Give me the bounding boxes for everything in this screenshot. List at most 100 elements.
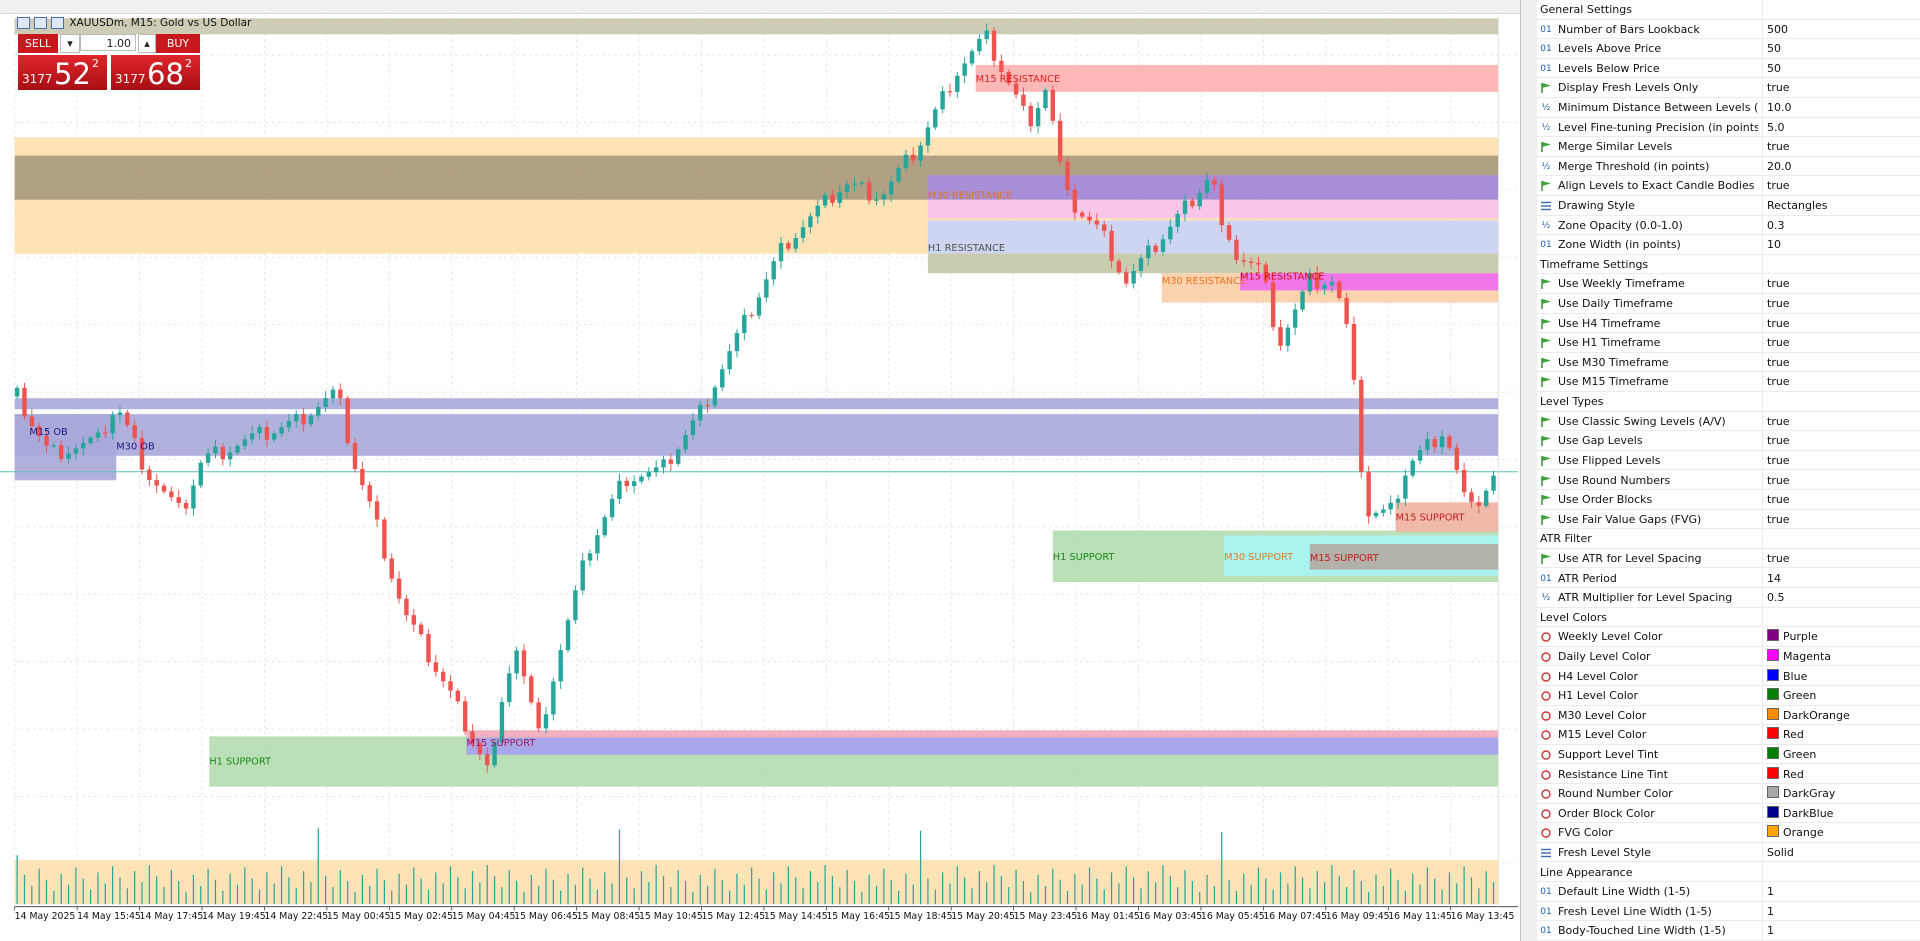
buy-button[interactable]: BUY	[156, 34, 200, 53]
candle-body	[1373, 512, 1379, 517]
candle-body	[866, 182, 872, 201]
candle-body	[1425, 439, 1430, 450]
candle-body	[183, 502, 189, 509]
setting-row[interactable]: Use Daily Timeframe true	[1537, 294, 1920, 314]
setting-name: Use Daily Timeframe	[1558, 297, 1673, 311]
setting-value: 5.0	[1762, 117, 1785, 138]
candle-body	[1153, 245, 1158, 252]
settings-panel: General Settings 01 Number of Bars Lookbac…	[1520, 0, 1920, 941]
setting-name: Use ATR for Level Spacing	[1558, 551, 1702, 565]
value-text: true	[1767, 81, 1790, 95]
setting-row[interactable]: Use Flipped Levels true	[1537, 450, 1920, 471]
candle-body	[1072, 189, 1078, 213]
setting-row[interactable]: 01 ATR Period 14	[1537, 568, 1920, 589]
setting-row[interactable]: 01 Body-Touched Line Width (1-5) 1	[1537, 921, 1920, 941]
setting-row[interactable]: ½ ATR Multiplier for Level Spacing 0.5	[1537, 588, 1920, 608]
setting-row[interactable]: Weekly Level Color Purple	[1537, 627, 1920, 647]
color-swatch	[1767, 707, 1779, 720]
sell-button[interactable]: SELL	[18, 34, 58, 53]
setting-row[interactable]: Use Round Numbers true	[1537, 470, 1920, 490]
value-text: Rectangles	[1767, 199, 1828, 213]
candle-body	[1461, 470, 1467, 493]
row-icon	[1539, 200, 1553, 212]
setting-row[interactable]: Order Block Color DarkBlue	[1537, 803, 1920, 824]
setting-row[interactable]: Resistance Line Tint Red	[1537, 764, 1920, 785]
setting-row[interactable]: Use M15 Timeframe true	[1537, 372, 1920, 392]
setting-row[interactable]: ½ Minimum Distance Between Levels (in po.…	[1537, 98, 1920, 118]
setting-row[interactable]: Use H4 Timeframe true	[1537, 313, 1920, 334]
setting-row[interactable]: Drawing Style Rectangles	[1537, 196, 1920, 216]
section-row: Level Types	[1537, 392, 1920, 412]
candle-body	[947, 91, 953, 93]
palette-icon	[1541, 828, 1551, 839]
setting-value: 1	[1762, 921, 1774, 941]
setting-row[interactable]: FVG Color Orange	[1537, 823, 1920, 843]
setting-name: Zone Width (in points)	[1558, 238, 1681, 252]
candle-body	[1366, 471, 1371, 517]
setting-value: Blue	[1762, 666, 1807, 687]
setting-row[interactable]: Align Levels to Exact Candle Bodies true	[1537, 176, 1920, 196]
setting-row[interactable]: Use Order Blocks true	[1537, 490, 1920, 510]
time-label: 15 May 08:45	[577, 911, 641, 922]
setting-row[interactable]: M30 Level Color DarkOrange	[1537, 705, 1920, 726]
setting-row[interactable]: M15 Level Color Red	[1537, 725, 1920, 745]
setting-name: FVG Color	[1558, 826, 1613, 840]
setting-row[interactable]: ½ Merge Threshold (in points) 20.0	[1537, 156, 1920, 177]
candle-body	[125, 412, 130, 426]
candle-body	[521, 650, 527, 677]
candle-body	[1337, 281, 1342, 298]
setting-row[interactable]: Support Level Tint Green	[1537, 744, 1920, 765]
time-label: 16 May 13:45	[1451, 911, 1515, 922]
setting-row[interactable]: H1 Level Color Green	[1537, 686, 1920, 706]
setting-name: Display Fresh Levels Only	[1558, 81, 1699, 95]
setting-row[interactable]: Display Fresh Levels Only true	[1537, 78, 1920, 98]
lot-input[interactable]: 1.00	[80, 34, 136, 51]
candle-body	[1028, 105, 1033, 127]
setting-row[interactable]: Round Number Color DarkGray	[1537, 784, 1920, 804]
section-value	[1762, 254, 1767, 275]
setting-row[interactable]: Use H1 Timeframe true	[1537, 333, 1920, 353]
candle-body	[374, 501, 380, 520]
setting-value: 1	[1762, 901, 1774, 922]
section-row: ATR Filter	[1537, 529, 1920, 549]
setting-row[interactable]: 01 Zone Width (in points) 10	[1537, 235, 1920, 255]
setting-row[interactable]: 01 Default Line Width (1-5) 1	[1537, 882, 1920, 902]
row-icon	[1539, 494, 1553, 506]
flag	[1542, 83, 1551, 89]
setting-name: ATR Multiplier for Level Spacing	[1558, 591, 1733, 605]
buy-price[interactable]: 3177 68 2	[111, 55, 200, 90]
setting-row[interactable]: 01 Levels Above Price 50	[1537, 39, 1920, 59]
lot-up[interactable]: ▴	[138, 34, 156, 53]
setting-row[interactable]: H4 Level Color Blue	[1537, 666, 1920, 687]
setting-row[interactable]: Fresh Level Style Solid	[1537, 842, 1920, 863]
setting-row[interactable]: Use Weekly Timeframe true	[1537, 274, 1920, 294]
setting-row[interactable]: 01 Levels Below Price 50	[1537, 58, 1920, 79]
section-row: General Settings	[1537, 0, 1920, 20]
setting-name: ATR Filter	[1540, 532, 1592, 546]
zone-label: H1 RESISTANCE	[928, 243, 1005, 254]
setting-row[interactable]: Use Fair Value Gaps (FVG) true	[1537, 509, 1920, 530]
candle-body	[1057, 120, 1063, 162]
setting-row[interactable]: 01 Fresh Level Line Width (1-5) 1	[1537, 901, 1920, 922]
setting-value: true	[1762, 470, 1790, 490]
setting-row[interactable]: Use Classic Swing Levels (A/V) true	[1537, 411, 1920, 432]
candle-body	[1300, 291, 1305, 310]
setting-row[interactable]: Daily Level Color Magenta	[1537, 646, 1920, 667]
setting-row[interactable]: Use Gap Levels true	[1537, 431, 1920, 451]
sell-price[interactable]: 3177 52 2	[18, 55, 107, 90]
candle-body	[1124, 272, 1129, 284]
setting-row[interactable]: ½ Zone Opacity (0.0-1.0) 0.3	[1537, 215, 1920, 236]
row-icon	[1539, 847, 1553, 859]
row-icon: 01	[1540, 44, 1552, 55]
setting-row[interactable]: ½ Level Fine-tuning Precision (in points)…	[1537, 117, 1920, 138]
section-row: Level Colors	[1537, 607, 1920, 628]
candle-body	[59, 445, 64, 459]
lot-down[interactable]: ▾	[60, 34, 80, 53]
setting-name: Resistance Line Tint	[1558, 767, 1668, 781]
setting-row[interactable]: Use M30 Timeframe true	[1537, 352, 1920, 373]
candle-body	[822, 194, 828, 206]
setting-row[interactable]: Use ATR for Level Spacing true	[1537, 548, 1920, 569]
setting-row[interactable]: Merge Similar Levels true	[1537, 137, 1920, 157]
candle-body	[213, 446, 218, 454]
setting-row[interactable]: 01 Number of Bars Lookback 500	[1537, 19, 1920, 40]
